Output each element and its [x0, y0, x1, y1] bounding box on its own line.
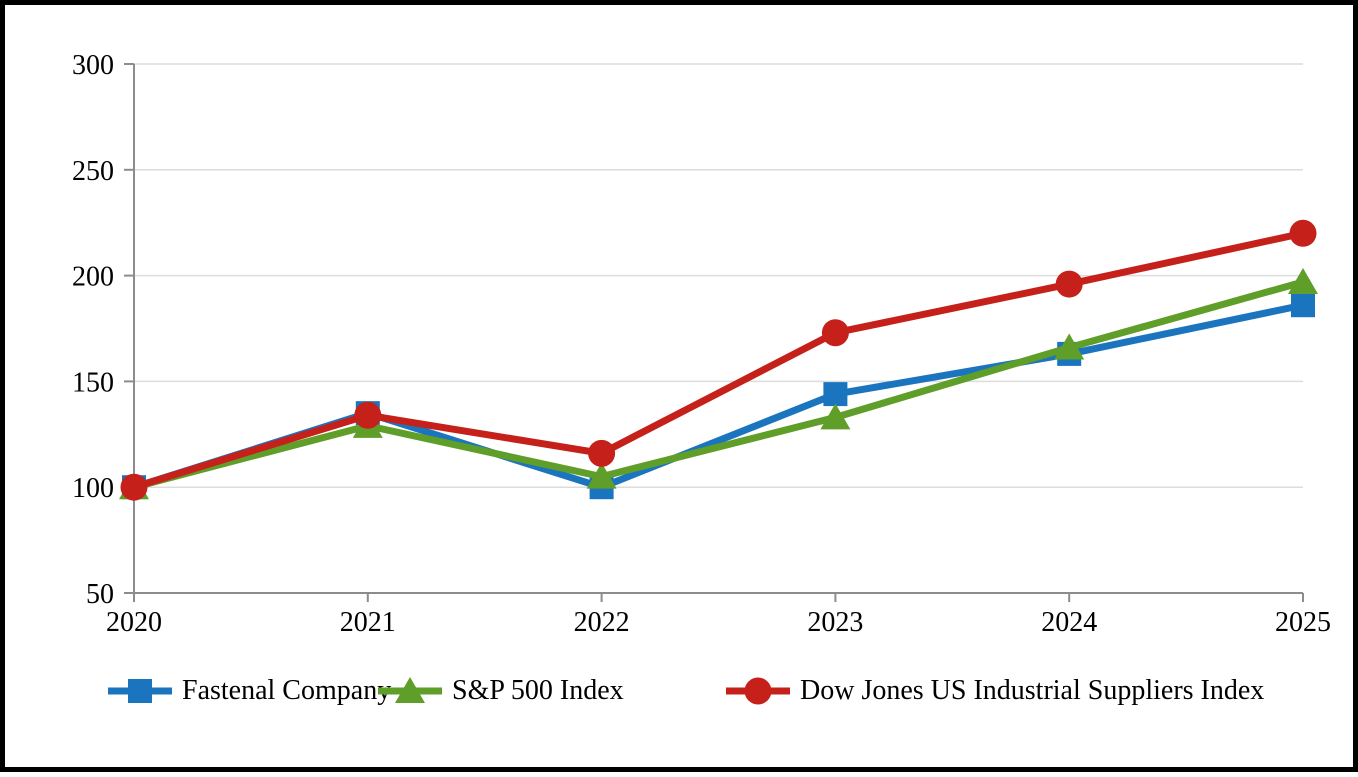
y-tick-label-150: 150 [72, 367, 114, 398]
marker-dow-jones-us-industrial-suppliers-index-2022 [588, 439, 616, 467]
marker-s-p-500-index-2024 [1054, 333, 1085, 360]
x-tick-label-2024: 2024 [1041, 607, 1097, 638]
series-line-s-p-500-index [133, 278, 1304, 491]
marker-dow-jones-us-industrial-suppliers-index-2021 [354, 401, 382, 429]
x-tick-label-2025: 2025 [1275, 607, 1331, 638]
marker-fastenal-company-2025 [1291, 293, 1315, 318]
series-line-dow-jones-us-industrial-suppliers-index [132, 229, 1304, 491]
marker-fastenal-company-2023 [823, 382, 848, 407]
x-tick-label-2023: 2023 [807, 607, 863, 638]
y-tick-label-200: 200 [72, 262, 114, 293]
x-tick-label-2022: 2022 [574, 607, 630, 638]
marker-s-p-500-index-2025 [1288, 267, 1318, 294]
marker-dow-jones-us-industrial-suppliers-index-2020 [120, 473, 148, 501]
y-tick-label-250: 250 [72, 156, 114, 187]
y-tick-label-300: 300 [72, 50, 114, 81]
marker-s-p-500-index-2022 [586, 462, 617, 489]
marker-dow-jones-us-industrial-suppliers-index-2023 [821, 319, 849, 347]
y-tick-label-100: 100 [72, 473, 114, 504]
total-return-line-chart: 50 100 150 200 250 300 2020 2021 2022 2023 2024 202… [72, 50, 1331, 638]
marker-dow-jones-us-industrial-suppliers-index-2025 [1289, 219, 1317, 247]
x-tick-label-2020: 2020 [106, 607, 162, 638]
y-tick-label-50: 50 [86, 579, 114, 610]
marker-dow-jones-us-industrial-suppliers-index-2024 [1055, 270, 1083, 298]
marker-s-p-500-index-2023 [820, 403, 851, 430]
x-tick-label-2021: 2021 [340, 607, 396, 638]
